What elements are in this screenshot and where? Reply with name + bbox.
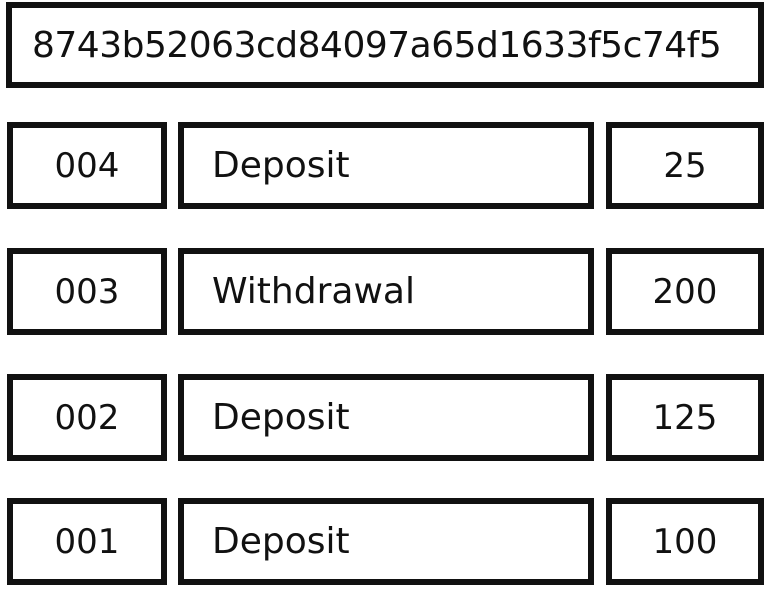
transaction-type-cell: Withdrawal — [178, 248, 594, 335]
transaction-amount: 200 — [652, 271, 718, 312]
transaction-id: 001 — [54, 521, 120, 562]
transaction-id-cell: 003 — [7, 248, 167, 335]
transaction-type: Deposit — [212, 397, 350, 438]
transaction-type: Deposit — [212, 521, 350, 562]
transaction-amount: 100 — [652, 521, 718, 562]
transaction-id: 002 — [54, 397, 120, 438]
transaction-amount-cell: 200 — [606, 248, 764, 335]
transaction-id-cell: 002 — [7, 374, 167, 461]
hash-header: 8743b52063cd84097a65d1633f5c74f5 — [6, 2, 764, 88]
transaction-type: Withdrawal — [212, 271, 415, 312]
hash-text: 8743b52063cd84097a65d1633f5c74f5 — [32, 24, 722, 66]
transaction-id: 004 — [54, 145, 120, 186]
transaction-type-cell: Deposit — [178, 498, 594, 585]
transaction-amount-cell: 100 — [606, 498, 764, 585]
transaction-amount: 125 — [652, 397, 718, 438]
transaction-type: Deposit — [212, 145, 350, 186]
transaction-type-cell: Deposit — [178, 122, 594, 209]
transaction-amount: 25 — [663, 145, 707, 186]
transaction-type-cell: Deposit — [178, 374, 594, 461]
transaction-id: 003 — [54, 271, 120, 312]
transaction-amount-cell: 125 — [606, 374, 764, 461]
transaction-id-cell: 001 — [7, 498, 167, 585]
transaction-amount-cell: 25 — [606, 122, 764, 209]
transaction-id-cell: 004 — [7, 122, 167, 209]
